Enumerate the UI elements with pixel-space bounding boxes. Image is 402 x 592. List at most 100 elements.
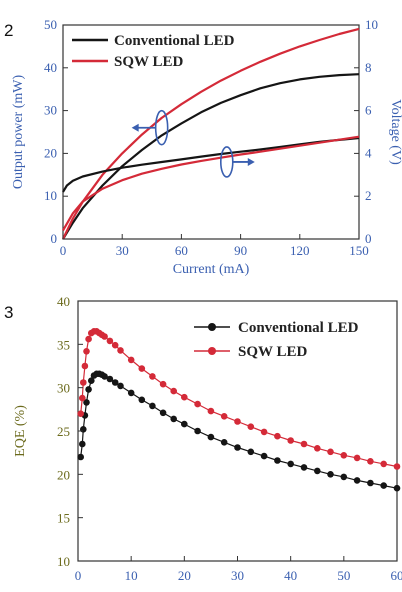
x-tick-label: 20 [178,568,191,583]
plot-frame [62,24,360,240]
data-point-black [77,453,84,461]
plot-frame [77,300,398,562]
data-point-black [287,460,295,468]
legend-label: SQW LED [114,54,183,70]
x-axis-label: Current (mA) [173,262,250,277]
data-point-black [127,389,135,397]
data-point-red [85,335,92,343]
legend-label: Conventional LED [238,320,359,336]
x-tick-label: 120 [290,243,310,258]
data-point-black [393,484,401,492]
y-tick-label: 30 [57,381,70,396]
annotation-ellipse-left [154,109,169,146]
data-point-red [260,428,268,436]
data-point-black [80,426,87,433]
y-tick-label: 10 [44,188,57,203]
legend-label: Conventional LED [114,33,235,49]
data-point-black [79,440,86,448]
chart-eqe: 0 10 20 30 40 50 60 10 15 20 25 30 35 40 Conventional… [13,294,402,583]
data-point-black [260,452,268,460]
series-line-black [80,373,398,489]
data-point-red [340,452,348,459]
y-tick-label: 20 [44,145,57,160]
y2-tick-label: 10 [365,17,378,32]
series-line-black-voltage [62,136,360,193]
y-tick-label: 15 [57,511,70,526]
data-point-black [101,373,108,380]
data-point-red [81,362,89,370]
y2-axis-label: Voltage (V) [388,99,402,165]
data-point-black [106,375,114,383]
data-point-red [194,400,201,408]
panel-number-3: 3 [4,303,13,322]
data-point-red [247,423,255,431]
data-point-red [220,413,228,420]
y-tick-label: 10 [57,554,70,569]
data-point-red [274,432,281,440]
data-point-red [314,445,321,452]
y-tick-label: 20 [57,467,70,482]
tick-layer: 0 10 20 30 40 50 60 10 15 20 25 30 35 40 [57,294,402,583]
data-point-black [85,386,92,393]
x-tick-label: 10 [125,568,138,583]
data-point-red [300,440,308,448]
data-point-red [234,418,241,425]
data-point-red [181,393,188,401]
data-point-black [117,382,124,390]
series-line-black-power [62,73,360,240]
y2-tick-label: 6 [365,103,372,118]
x-tick-label: 30 [231,568,244,583]
y2-tick-label: 4 [365,145,372,160]
data-point-black [274,457,281,464]
x-tick-label: 40 [284,568,297,583]
data-point-black [138,396,146,404]
x-tick-label: 60 [175,243,188,258]
x-tick-label: 50 [337,568,350,583]
x-tick-label: 150 [349,243,369,258]
data-point-red [77,410,84,418]
data-point-red [380,460,388,468]
x-tick-label: 30 [116,243,129,258]
data-point-black [314,467,321,475]
data-point-black [220,439,228,446]
data-point-red [287,437,295,444]
data-point-red [327,448,334,456]
data-point-black [181,420,188,428]
data-point-red [79,394,86,402]
y-tick-label: 40 [44,60,57,75]
data-point-red [149,373,156,380]
annotation-ellipse-right [219,146,234,178]
y-tick-label: 30 [44,103,57,118]
data-point-red [117,347,124,354]
data-point-red [393,463,401,470]
data-point-black [111,379,119,386]
y-tick-label: 50 [44,17,57,32]
legend-label: SQW LED [238,344,307,360]
data-point-black [367,479,374,487]
data-point-black [149,402,156,410]
y2-tick-label: 0 [365,231,372,246]
x-tick-label: 90 [234,243,247,258]
y2-tick-label: 2 [365,188,372,203]
x-tick-label: 0 [60,243,67,258]
data-point-black [207,433,215,441]
data-point-red [106,337,114,345]
panel-number-2: 2 [4,21,13,40]
data-point-black [170,415,177,423]
data-point-black [380,482,388,489]
y-tick-label: 40 [57,294,70,309]
data-point-black [83,399,90,406]
data-point-red [101,333,108,340]
annotation-arrowhead-right [247,157,255,166]
y2-tick-label: 8 [365,60,372,75]
data-point-black [340,473,348,481]
data-point-red [111,341,119,349]
data-point-black [327,471,334,478]
data-point-red [83,348,90,355]
annotation-layer [131,109,255,178]
legend-marker [208,347,216,355]
data-point-black [300,464,308,471]
y-axis-label: Output power (mW) [11,75,26,190]
